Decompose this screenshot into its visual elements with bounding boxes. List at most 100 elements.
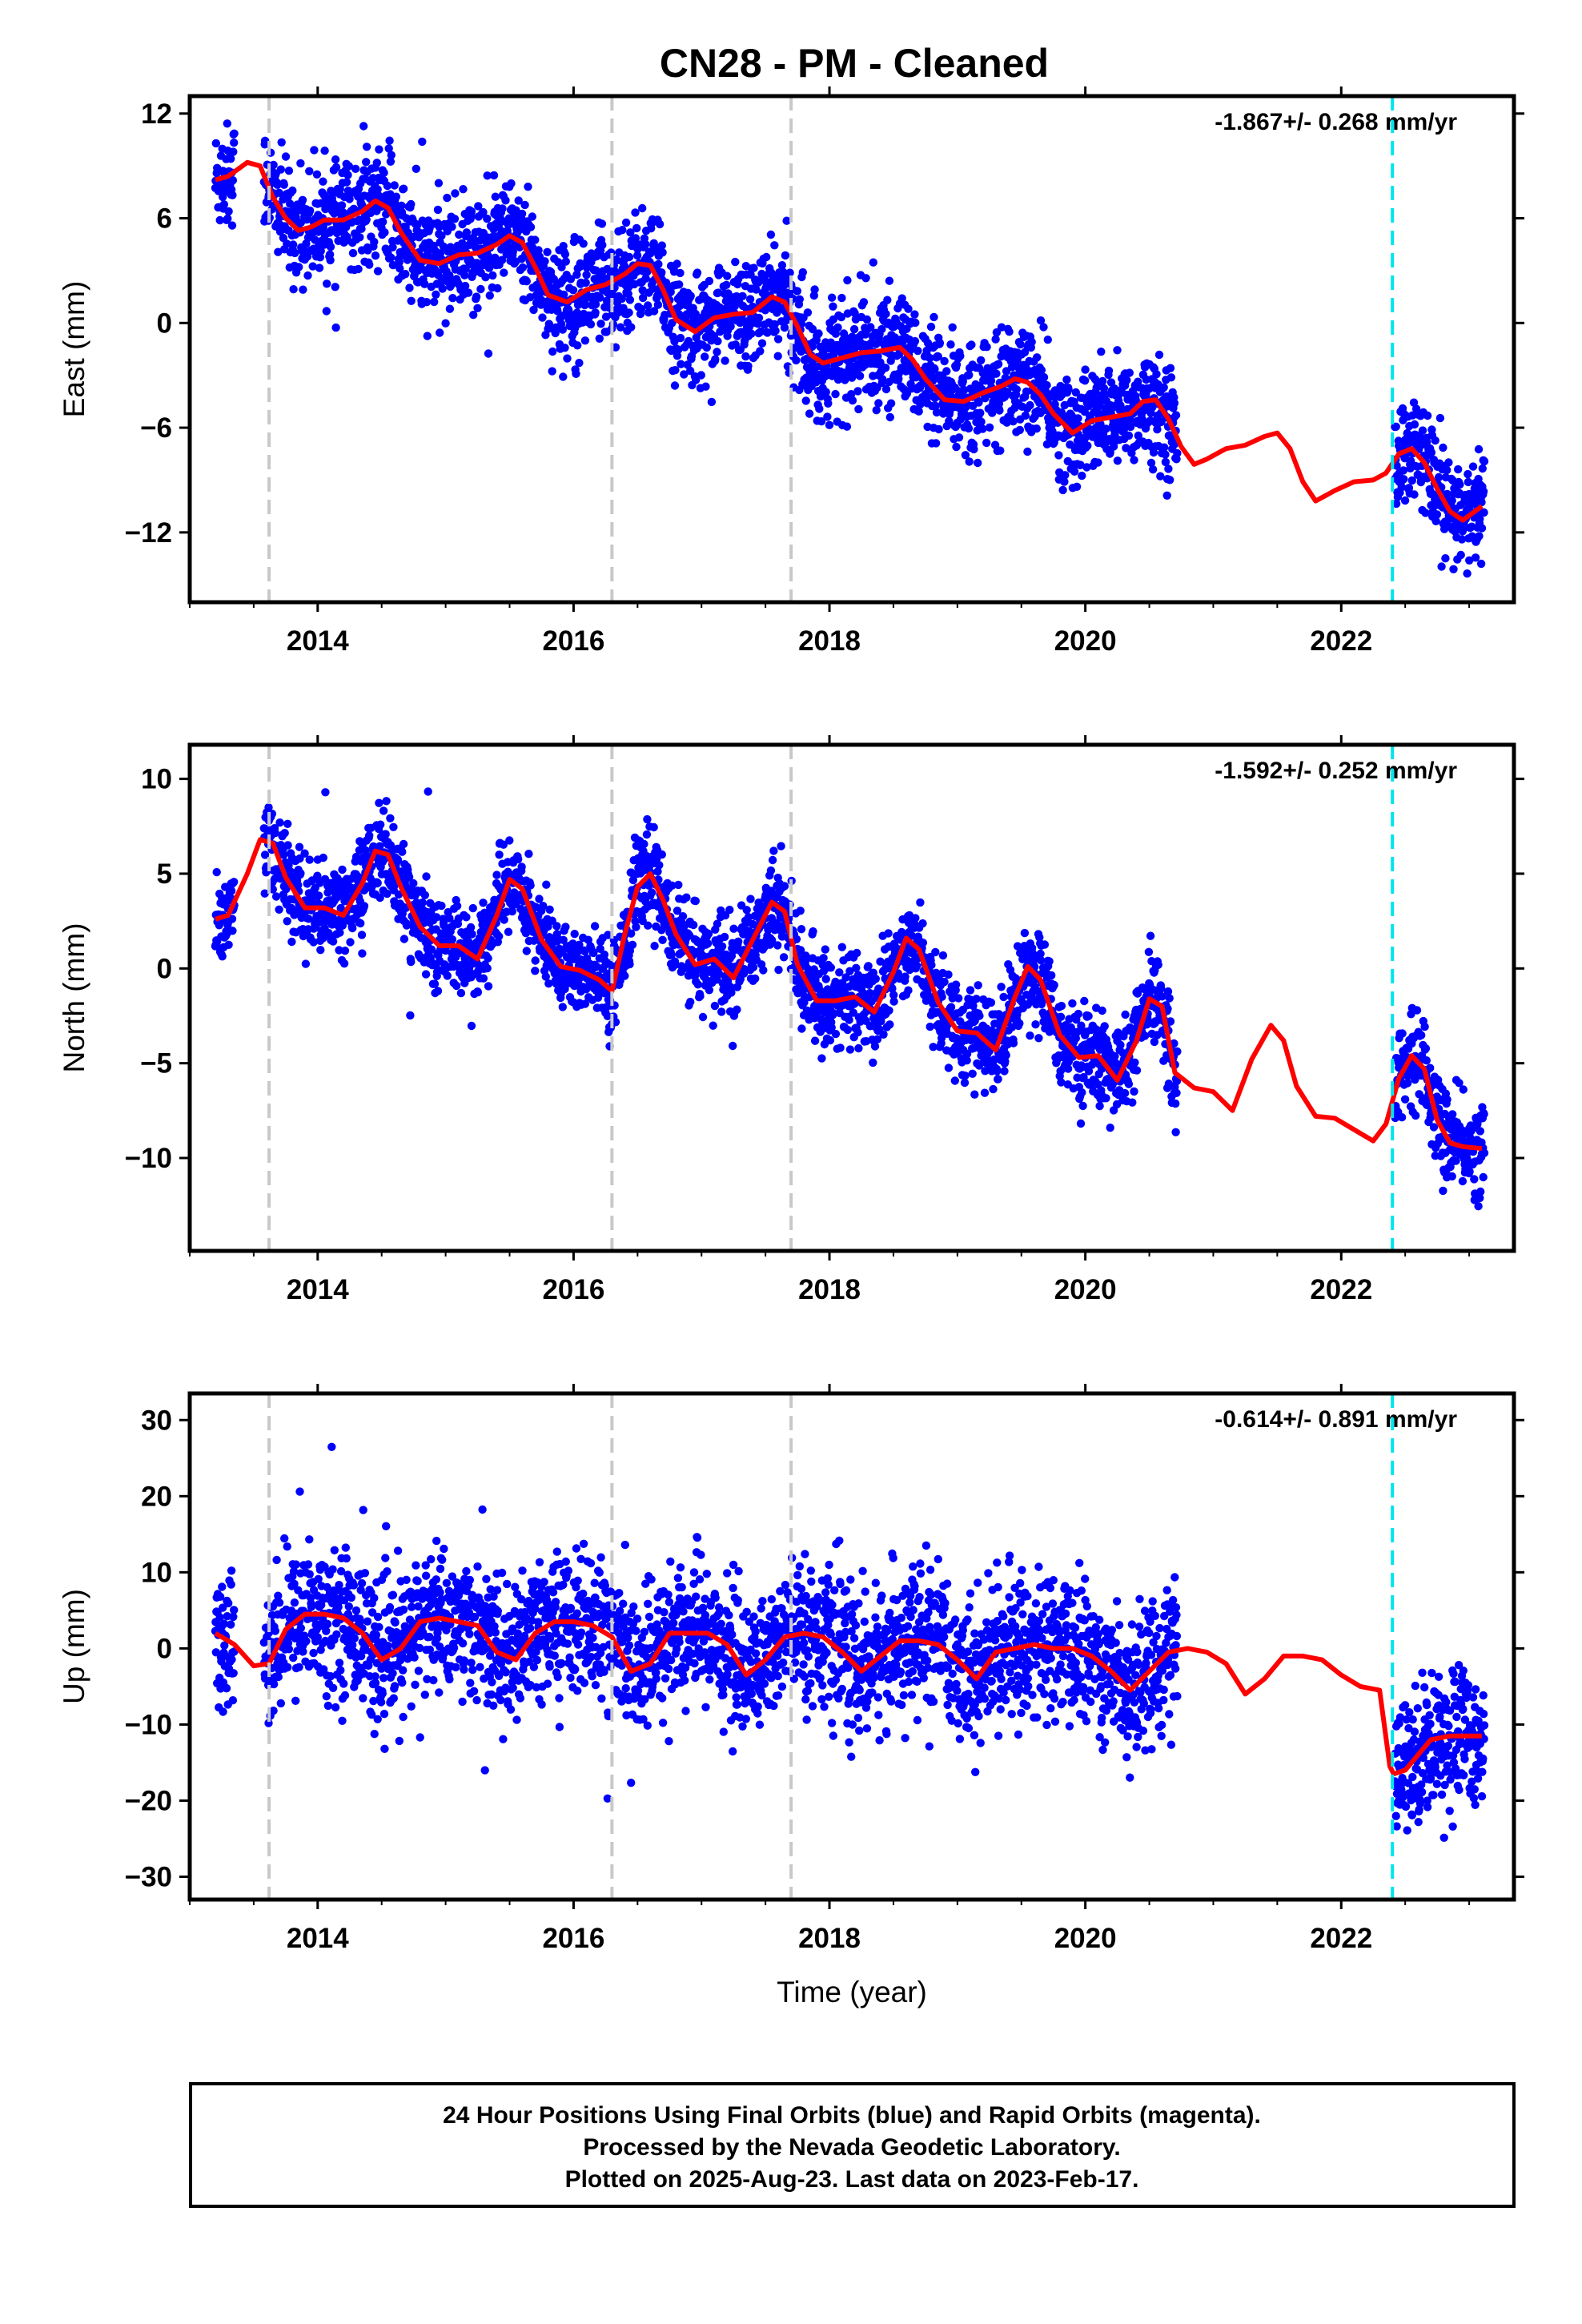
data-point [301, 959, 311, 968]
data-point [401, 270, 410, 279]
data-point [299, 285, 307, 294]
data-point [780, 882, 789, 891]
data-point [484, 349, 493, 358]
data-point [227, 221, 237, 230]
data-point [561, 257, 570, 266]
data-point [359, 902, 369, 911]
data-point [910, 336, 920, 346]
data-point [281, 152, 291, 161]
data-point [395, 258, 404, 267]
data-point [535, 895, 544, 903]
data-point [978, 424, 987, 433]
data-point [1060, 477, 1069, 486]
data-point [636, 304, 646, 313]
data-point [701, 382, 710, 391]
data-point [703, 939, 713, 948]
data-point [869, 258, 878, 267]
data-point [437, 901, 446, 911]
data-point [625, 959, 634, 969]
data-point [685, 310, 694, 319]
data-point [344, 162, 353, 171]
data-point [1096, 420, 1105, 428]
data-point [803, 308, 813, 317]
data-point [810, 285, 819, 294]
data-point [643, 814, 652, 824]
data-point [841, 376, 849, 384]
data-point [1164, 464, 1173, 473]
data-point [935, 339, 945, 348]
data-point [388, 243, 397, 251]
data-point [601, 312, 611, 321]
y-tick-label: 6 [157, 203, 172, 235]
data-point [545, 905, 554, 915]
data-point [400, 935, 409, 943]
data-point [1161, 457, 1170, 467]
data-point [1464, 477, 1473, 487]
data-point [346, 938, 355, 947]
data-point [682, 893, 691, 902]
data-point [954, 433, 964, 442]
data-point [398, 847, 407, 856]
data-point [827, 293, 837, 302]
data-point [762, 252, 771, 262]
data-point [1033, 353, 1042, 362]
data-point [260, 889, 269, 898]
data-point [520, 200, 529, 210]
data-point [918, 919, 927, 928]
data-point [678, 912, 688, 921]
data-point [673, 907, 682, 915]
data-point [570, 930, 579, 939]
data-point [466, 923, 476, 932]
data-point [320, 147, 329, 155]
data-point [1124, 431, 1134, 440]
data-point [801, 396, 810, 405]
data-point [879, 1030, 888, 1039]
data-point [362, 158, 371, 167]
data-point [424, 787, 432, 796]
data-point [473, 987, 483, 997]
data-point [817, 417, 826, 426]
data-point [809, 291, 818, 300]
data-point [1156, 472, 1165, 480]
data-point [881, 364, 890, 372]
data-point [541, 972, 550, 981]
data-point [854, 404, 863, 414]
data-point [388, 260, 398, 270]
data-point [965, 371, 974, 380]
data-point [590, 922, 600, 931]
data-point [1054, 451, 1063, 460]
data-point [484, 251, 492, 260]
data-point [1435, 413, 1445, 423]
data-point [406, 1011, 415, 1020]
data-point [462, 913, 471, 922]
data-point [686, 997, 695, 1007]
data-point [404, 872, 414, 882]
data-point [904, 986, 913, 995]
data-point [1391, 499, 1401, 509]
data-point [885, 276, 894, 285]
data-point [845, 1015, 853, 1024]
data-point [323, 279, 331, 288]
data-point [432, 913, 441, 922]
data-point [904, 304, 913, 313]
data-point [572, 270, 581, 279]
data-point [460, 271, 469, 279]
data-point [507, 179, 516, 188]
data-point [982, 438, 991, 448]
data-point [883, 296, 892, 304]
data-point [591, 300, 600, 309]
data-point [335, 185, 344, 194]
data-point [842, 422, 852, 431]
data-point [1058, 485, 1067, 495]
data-point [268, 885, 277, 894]
data-point [1456, 550, 1465, 560]
data-point [1074, 414, 1082, 423]
data-point [670, 381, 680, 390]
data-point [448, 294, 457, 303]
data-point [907, 931, 917, 940]
data-point [916, 898, 925, 907]
data-point [644, 301, 652, 310]
data-point [611, 1018, 620, 1027]
data-point [653, 867, 662, 876]
data-point [479, 899, 488, 907]
